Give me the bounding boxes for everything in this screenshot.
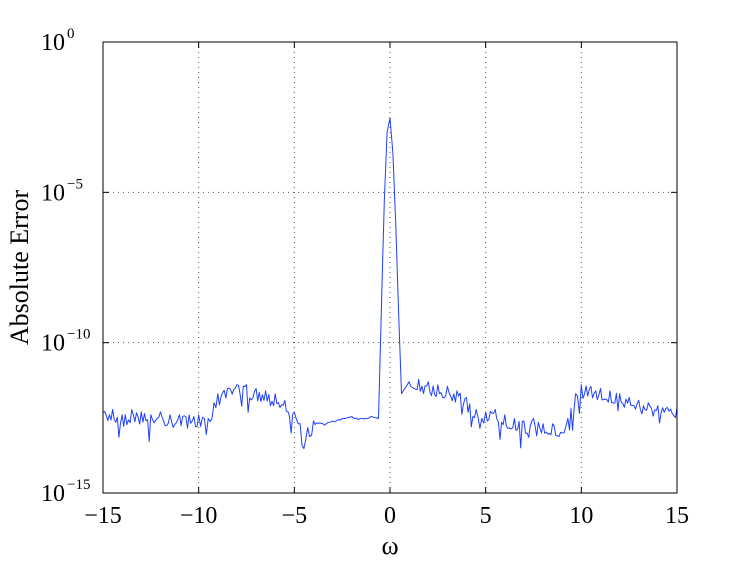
y-tick-exponent: −10 <box>67 327 90 343</box>
y-tick-exponent: 0 <box>67 26 75 42</box>
y-tick-exponent: −5 <box>67 176 83 192</box>
x-tick-label: 5 <box>480 503 492 529</box>
y-tick-base: 10 <box>41 30 65 56</box>
x-tick-label: 0 <box>384 503 396 529</box>
x-axis-label: ω <box>381 531 398 560</box>
y-tick-exponent: −15 <box>67 477 90 493</box>
y-tick-base: 10 <box>41 481 65 507</box>
y-tick-label: 10 −5 <box>41 176 83 206</box>
x-tick-label: 15 <box>665 503 689 529</box>
x-tick-label: 10 <box>569 503 593 529</box>
y-tick-base: 10 <box>41 180 65 206</box>
plot-area <box>102 117 678 450</box>
y-axis-label: Absolute Error <box>5 190 34 346</box>
x-tick-label: −10 <box>180 503 218 529</box>
y-tick-base: 10 <box>41 331 65 357</box>
grid <box>103 42 677 493</box>
y-tick-label: 10 −15 <box>41 477 90 507</box>
y-tick-label: 10 −10 <box>41 327 90 357</box>
y-tick-label: 10 0 <box>41 26 75 56</box>
x-tick-label: −5 <box>282 503 308 529</box>
series-line <box>102 117 678 450</box>
x-tick-label: −15 <box>84 503 122 529</box>
